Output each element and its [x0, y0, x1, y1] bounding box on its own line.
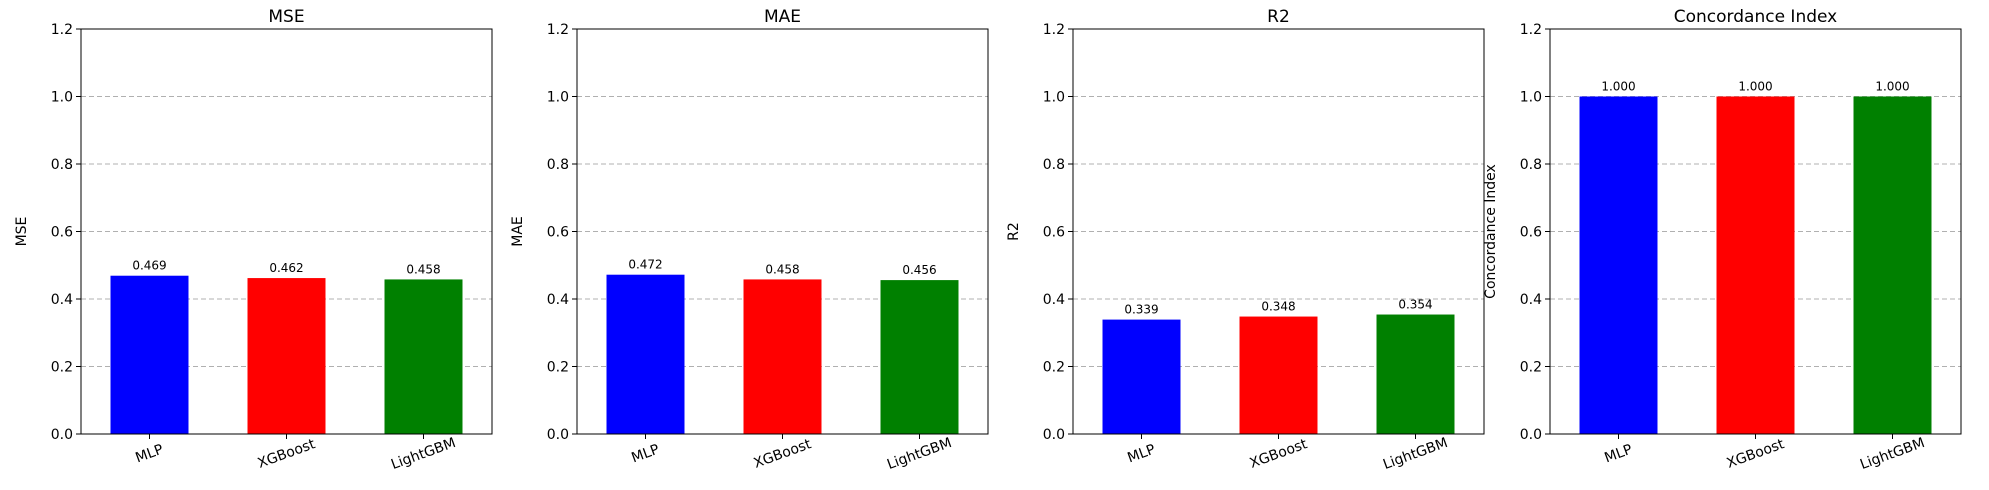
- bar: [1376, 314, 1455, 434]
- y-axis-label: Concordance Index: [1483, 164, 1499, 299]
- plot-frame: [1072, 28, 1485, 435]
- x-tick-label: XGBoost: [256, 436, 318, 472]
- y-tick-label: 1.2: [1043, 22, 1065, 38]
- chart-panel: 0.0 0.2 0.4 0.6 0.8 1.0 1.2 0.472 MLP 0.458 XGBoos…: [510, 7, 989, 473]
- bar: [606, 274, 685, 434]
- y-tick-label: 0.2: [1520, 360, 1542, 376]
- chart-title: R2: [1267, 7, 1290, 27]
- data-label: 0.456: [902, 263, 936, 277]
- data-label: 1.000: [1601, 80, 1635, 94]
- y-tick-label: 1.0: [51, 90, 73, 106]
- x-tick-label: MLP: [1602, 442, 1634, 467]
- y-axis-label: MSE: [14, 217, 30, 247]
- x-tick-label: MLP: [133, 442, 165, 467]
- bar: [743, 279, 822, 434]
- chart-title: Concordance Index: [1674, 7, 1837, 27]
- y-tick-label: 0.0: [51, 427, 73, 443]
- data-label: 0.458: [765, 262, 799, 276]
- y-tick-label: 1.0: [1043, 90, 1065, 106]
- bar: [1853, 96, 1932, 434]
- bar: [1716, 96, 1795, 434]
- plot-frame: [1549, 28, 1962, 435]
- y-tick-label: 0.0: [547, 427, 569, 443]
- chart-panel: 0.0 0.2 0.4 0.6 0.8 1.0 1.2 1.000 MLP 1.000 XGBoos…: [1483, 7, 1962, 473]
- x-tick-label: LightGBM: [885, 435, 954, 473]
- y-tick-label: 0.6: [1520, 225, 1542, 241]
- x-tick-label: LightGBM: [389, 435, 458, 473]
- y-tick-label: 0.0: [1520, 427, 1542, 443]
- y-tick-label: 0.6: [51, 225, 73, 241]
- x-tick-label: MLP: [629, 442, 661, 467]
- bar: [1239, 316, 1318, 434]
- y-tick-label: 0.6: [547, 225, 569, 241]
- y-tick-label: 0.2: [547, 360, 569, 376]
- y-tick-label: 0.4: [51, 292, 73, 308]
- y-tick-label: 1.0: [1520, 90, 1542, 106]
- data-label: 0.339: [1124, 303, 1158, 317]
- chart-title: MSE: [268, 7, 304, 27]
- y-tick-label: 0.8: [1520, 157, 1542, 173]
- bar: [1579, 96, 1658, 434]
- x-tick-label: LightGBM: [1381, 435, 1450, 473]
- bar: [384, 279, 463, 434]
- data-label: 0.462: [269, 261, 303, 275]
- y-tick-label: 0.8: [547, 157, 569, 173]
- y-tick-label: 0.4: [1520, 292, 1542, 308]
- data-label: 0.348: [1261, 300, 1295, 314]
- x-tick-label: XGBoost: [1725, 436, 1787, 472]
- y-tick-label: 1.2: [547, 22, 569, 38]
- x-tick-label: MLP: [1125, 442, 1157, 467]
- x-tick-label: XGBoost: [752, 436, 814, 472]
- y-tick-label: 0.2: [51, 360, 73, 376]
- data-label: 1.000: [1875, 80, 1909, 94]
- data-label: 0.469: [132, 259, 166, 273]
- y-axis-label: R2: [1006, 222, 1022, 241]
- y-tick-label: 0.0: [1043, 427, 1065, 443]
- y-tick-label: 0.8: [1043, 157, 1065, 173]
- y-tick-label: 1.2: [51, 22, 73, 38]
- y-tick-label: 0.2: [1043, 360, 1065, 376]
- x-tick-label: XGBoost: [1248, 436, 1310, 472]
- bar: [247, 278, 326, 434]
- data-label: 0.458: [406, 262, 440, 276]
- y-axis-label: MAE: [510, 216, 526, 247]
- bar: [880, 280, 959, 434]
- y-tick-label: 0.4: [547, 292, 569, 308]
- chart-panel: 0.0 0.2 0.4 0.6 0.8 1.0 1.2 0.339 MLP 0.348 XGBoos…: [1006, 7, 1485, 473]
- chart-title: MAE: [764, 7, 801, 27]
- data-label: 0.354: [1398, 298, 1432, 312]
- data-label: 1.000: [1738, 80, 1772, 94]
- y-tick-label: 0.4: [1043, 292, 1065, 308]
- x-tick-label: LightGBM: [1858, 435, 1927, 473]
- y-tick-label: 0.6: [1043, 225, 1065, 241]
- y-tick-label: 1.0: [547, 90, 569, 106]
- chart-panel: 0.0 0.2 0.4 0.6 0.8 1.0 1.2 0.469 MLP 0.462 XGBoos…: [14, 7, 493, 473]
- bar: [110, 275, 189, 434]
- plot-frame: [80, 28, 493, 435]
- y-tick-label: 0.8: [51, 157, 73, 173]
- y-tick-label: 1.2: [1520, 22, 1542, 38]
- data-label: 0.472: [628, 258, 662, 272]
- bar: [1102, 319, 1181, 434]
- plot-frame: [576, 28, 989, 435]
